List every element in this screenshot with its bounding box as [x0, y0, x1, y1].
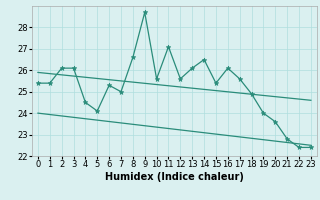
X-axis label: Humidex (Indice chaleur): Humidex (Indice chaleur): [105, 172, 244, 182]
